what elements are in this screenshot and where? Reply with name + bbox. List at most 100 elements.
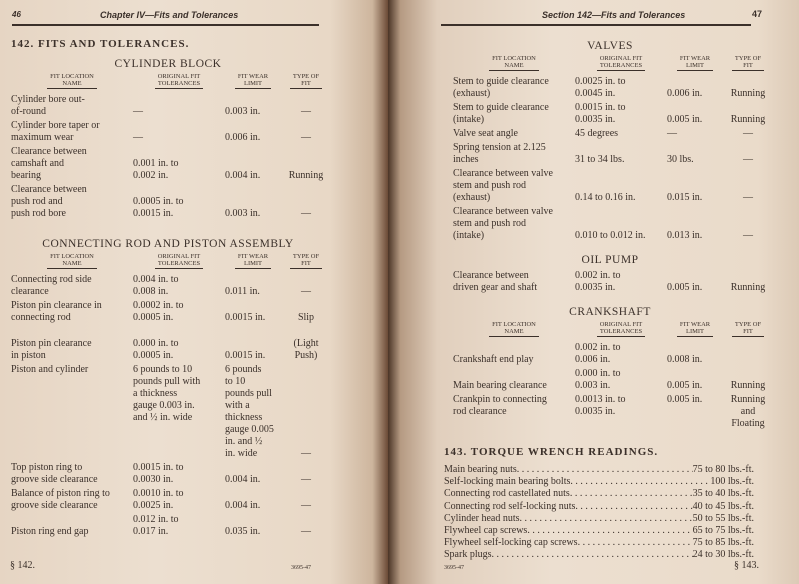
cell-name: Stem to guide clearance (exhaust) bbox=[453, 76, 549, 99]
cell-original: 0.004 in. to 0.008 in. bbox=[133, 274, 179, 297]
table-title: CONNECTING ROD AND PISTON ASSEMBLY bbox=[42, 238, 294, 250]
table-row: Piston pin clearance in connecting rod 0.… bbox=[11, 300, 331, 324]
column-header: ORIGINAL FIT TOLERANCES bbox=[154, 253, 204, 269]
footer-section: § 143. bbox=[734, 560, 759, 571]
column-header: FIT LOCATION NAME bbox=[47, 73, 97, 89]
cell-wear: 30 lbs. bbox=[667, 154, 694, 165]
table-row: Crankshaft end play 0.002 in. to 0.006 in… bbox=[453, 342, 773, 366]
column-header-cell: FIT WEAR LIMIT bbox=[667, 321, 723, 337]
connecting-rod-table: CONNECTING ROD AND PISTON ASSEMBLY FIT LO… bbox=[11, 238, 331, 538]
torque-item: Self-locking main bearing bolts 100 lbs.-… bbox=[444, 476, 754, 488]
cell-wear: 0.003 in. bbox=[225, 106, 261, 117]
left-page: 46 Chapter IV—Fits and Tolerances 142. F… bbox=[0, 0, 388, 584]
cell-name: Clearance between valve stem and push ro… bbox=[453, 168, 553, 203]
column-header-cell: TYPE OF FIT bbox=[723, 321, 773, 337]
cell-type: — bbox=[301, 208, 311, 219]
cell-name: Balance of piston ring to groove side cl… bbox=[11, 488, 110, 511]
column-header: TYPE OF FIT bbox=[289, 253, 323, 269]
column-header: FIT WEAR LIMIT bbox=[234, 73, 272, 89]
right-page-content: VALVES FIT LOCATION NAME ORIGINAL FIT TOLE… bbox=[444, 40, 773, 562]
cell-name: Cylinder bore taper or maximum wear bbox=[11, 120, 100, 143]
cell-name: Main bearing clearance bbox=[453, 380, 547, 391]
cell-name: Piston ring end gap bbox=[11, 526, 89, 537]
dot-leader bbox=[578, 537, 693, 549]
cell-original: 0.0015 in. to 0.0035 in. bbox=[575, 102, 626, 125]
cell-wear: 0.005 in. bbox=[667, 394, 703, 405]
cell-wear: 0.0015 in. bbox=[225, 312, 266, 323]
torque-value: 40 to 45 lbs.-ft. bbox=[692, 500, 754, 512]
torque-label: Self-locking main bearing bolts bbox=[444, 476, 571, 488]
cell-name: Clearance between camshaft and bearing bbox=[11, 146, 87, 181]
cylinder-block-table: CYLINDER BLOCK FIT LOCATION NAME ORIGINAL … bbox=[11, 58, 331, 220]
cell-name: Clearance between push rod and push rod … bbox=[11, 184, 87, 219]
cell-type: — bbox=[301, 500, 311, 511]
cell-wear: 0.013 in. bbox=[667, 230, 703, 241]
cell-type: — bbox=[743, 192, 753, 203]
cell-original: 0.0002 in. to 0.0005 in. bbox=[133, 300, 184, 323]
page-number: 47 bbox=[752, 9, 763, 19]
cell-original: 0.000 in. to 0.0005 in. bbox=[133, 338, 179, 361]
column-header-cell: FIT WEAR LIMIT bbox=[225, 253, 281, 269]
table-row: Clearance between valve stem and push ro… bbox=[453, 168, 773, 204]
cell-type: (Light Push) bbox=[293, 338, 319, 361]
header-rule bbox=[12, 24, 319, 26]
cell-wear: 0.004 in. bbox=[225, 170, 261, 181]
cell-wear: 0.004 in. bbox=[225, 500, 261, 511]
cell-type: Slip bbox=[297, 312, 315, 323]
cell-name: Connecting rod side clearance bbox=[11, 274, 92, 297]
cell-name: Top piston ring to groove side clearance bbox=[11, 462, 98, 485]
column-header: FIT LOCATION NAME bbox=[47, 253, 97, 269]
cell-name: Piston and cylinder bbox=[11, 364, 89, 375]
oil-pump-table: OIL PUMP Clearance between driven gear an… bbox=[453, 254, 773, 294]
column-header-cell: TYPE OF FIT bbox=[281, 73, 331, 89]
cell-wear: 0.005 in. bbox=[667, 282, 703, 293]
torque-value: 35 to 40 lbs.-ft. bbox=[692, 488, 754, 500]
torque-heading: 143. TORQUE WRENCH READINGS. bbox=[444, 446, 659, 458]
torque-label: Connecting rod self-locking nuts bbox=[444, 500, 576, 512]
dot-leader bbox=[575, 501, 692, 513]
cell-type: Running bbox=[288, 170, 324, 181]
torque-value: 65 to 75 lbs.-ft. bbox=[692, 525, 754, 537]
column-headers: FIT LOCATION NAME ORIGINAL FIT TOLERANCES… bbox=[11, 253, 331, 269]
table-row: Cylinder bore out- of-round — 0.003 in. — bbox=[11, 94, 331, 118]
column-headers: FIT LOCATION NAME ORIGINAL FIT TOLERANCES… bbox=[11, 73, 331, 89]
table-row: Clearance between push rod and push rod … bbox=[11, 184, 331, 220]
table-row: Clearance between valve stem and push ro… bbox=[453, 206, 773, 242]
torque-value: 100 lbs.-ft. bbox=[710, 476, 754, 488]
torque-item: Flywheel self-locking cap screws 75 to 85… bbox=[444, 537, 754, 549]
cell-name: Valve seat angle bbox=[453, 128, 518, 139]
cell-original: 0.0013 in. to 0.0035 in. bbox=[575, 394, 626, 417]
column-header-cell: FIT LOCATION NAME bbox=[453, 321, 575, 337]
cell-name: Cylinder bore out- of-round bbox=[11, 94, 85, 117]
table-title: CRANKSHAFT bbox=[569, 306, 651, 318]
table-title: VALVES bbox=[587, 40, 633, 52]
cell-type: — bbox=[301, 132, 311, 143]
cell-type: Running bbox=[730, 380, 766, 391]
cell-type: Running bbox=[730, 114, 766, 125]
cell-wear: 6 pounds to 10 pounds pull with a thickn… bbox=[225, 364, 274, 459]
cell-wear: — bbox=[667, 128, 677, 139]
torque-item: Main bearing nuts 75 to 80 lbs.-ft. bbox=[444, 464, 754, 476]
table-row: Top piston ring to groove side clearance… bbox=[11, 462, 331, 486]
cell-type: Running bbox=[730, 88, 766, 99]
table-row: Stem to guide clearance (intake) 0.0015 i… bbox=[453, 102, 773, 126]
column-headers: FIT LOCATION NAME ORIGINAL FIT TOLERANCES… bbox=[453, 55, 773, 71]
cell-name: Stem to guide clearance (intake) bbox=[453, 102, 549, 125]
cell-original: 0.002 in. to 0.006 in. bbox=[575, 342, 621, 365]
cell-wear: 0.035 in. bbox=[225, 526, 261, 537]
section-heading: 142. FITS AND TOLERANCES. bbox=[11, 38, 190, 50]
column-header-cell: ORIGINAL FIT TOLERANCES bbox=[133, 253, 225, 269]
torque-label: Main bearing nuts bbox=[444, 464, 517, 475]
column-header: ORIGINAL FIT TOLERANCES bbox=[596, 321, 646, 337]
cell-name: Piston pin clearance in connecting rod bbox=[11, 300, 102, 323]
table-row: Spring tension at 2.125 inches 31 to 34 l… bbox=[453, 142, 773, 166]
cell-wear: 0.008 in. bbox=[667, 354, 703, 365]
cell-original: 0.0010 in. to 0.0025 in. bbox=[133, 488, 184, 511]
dot-leader bbox=[520, 513, 693, 525]
cell-type: — bbox=[743, 230, 753, 241]
cell-wear: 0.0015 in. bbox=[225, 350, 266, 361]
cell-original: 0.0015 in. to 0.0030 in. bbox=[133, 462, 184, 485]
cell-original: 0.010 to 0.012 in. bbox=[575, 230, 646, 241]
cell-original: — bbox=[133, 106, 143, 117]
cell-wear: 0.005 in. bbox=[667, 114, 703, 125]
